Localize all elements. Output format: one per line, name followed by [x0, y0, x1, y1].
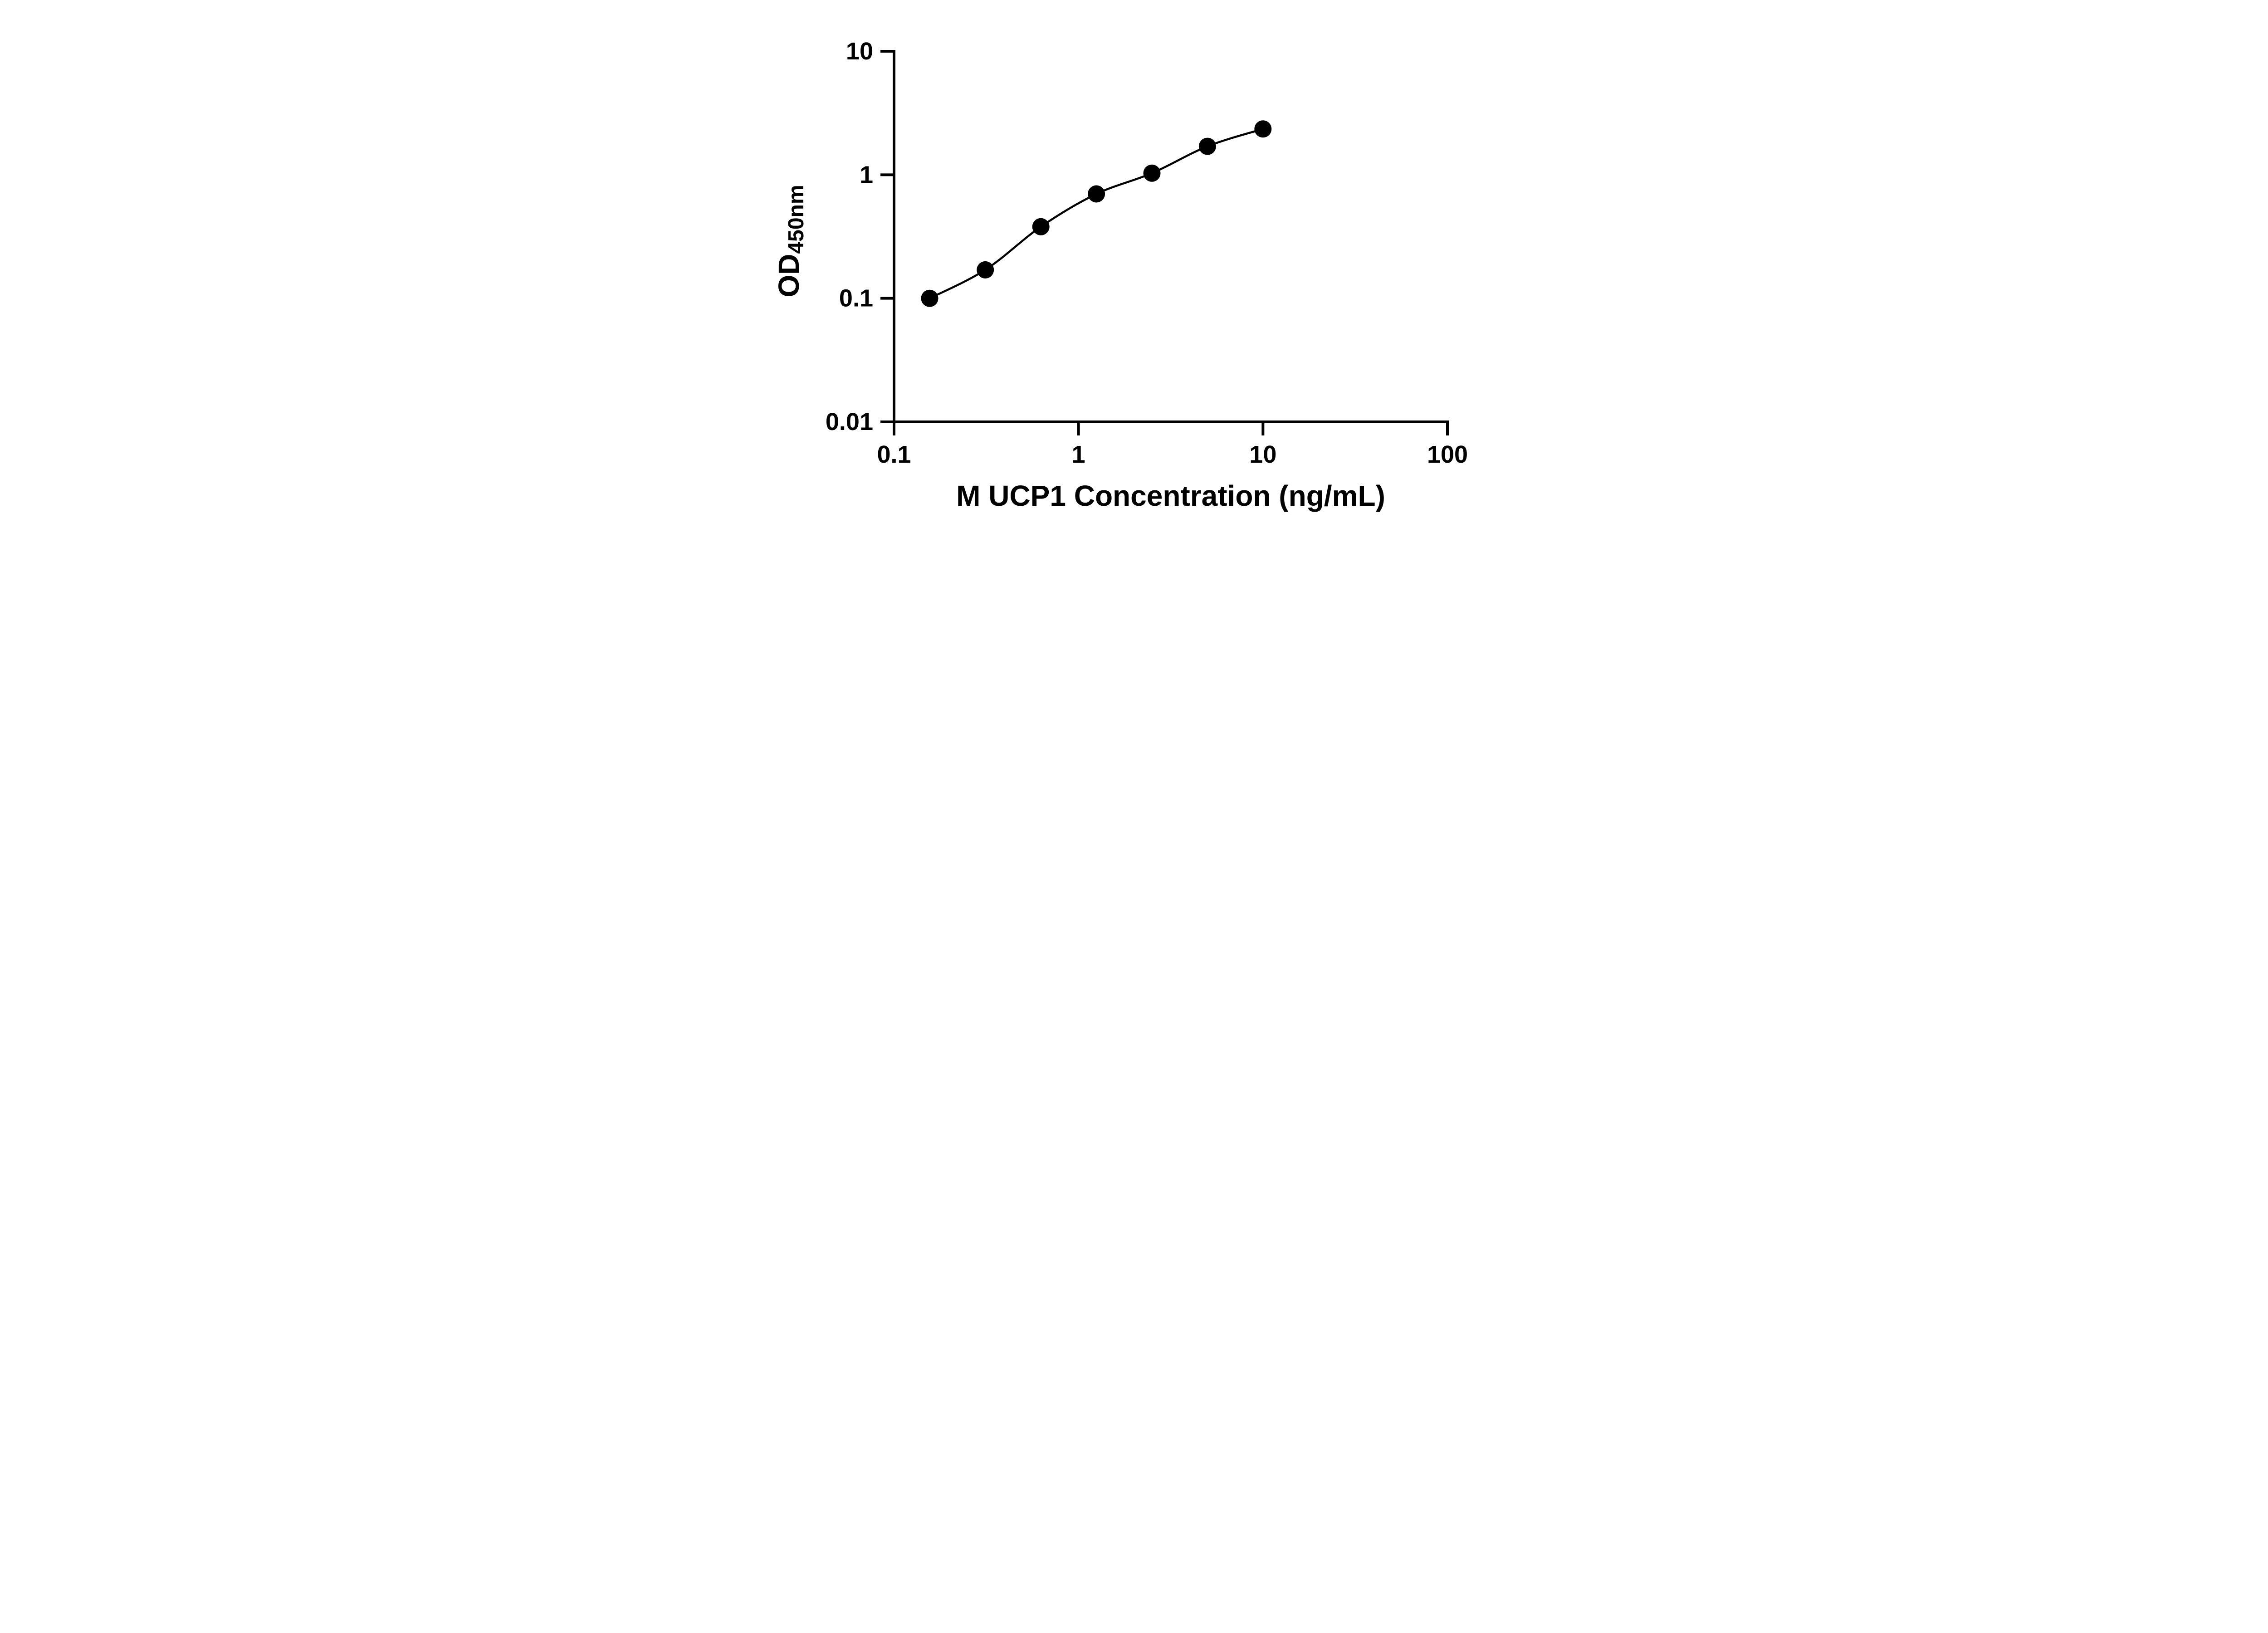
x-axis-tick-label: 100 [1427, 441, 1468, 468]
data-point [921, 289, 938, 307]
x-axis-title: M UCP1 Concentration (ng/mL) [956, 479, 1385, 512]
data-point [1032, 218, 1050, 235]
x-axis-tick-label: 10 [1249, 441, 1276, 468]
y-axis-title: OD450nm [772, 185, 808, 297]
y-axis-tick-label: 1 [860, 161, 873, 188]
x-axis-tick-label: 1 [1072, 441, 1085, 468]
data-point [1143, 164, 1161, 182]
y-axis-tick-label: 0.01 [826, 408, 873, 435]
x-axis-tick-label: 0.1 [877, 441, 911, 468]
data-point [977, 261, 994, 279]
elisa-standard-curve-figure: 10 1 0.1 0.01 0.1 1 10 100 M UCP1 Concentration … [749, 0, 1519, 544]
y-axis-tick-label: 0.1 [839, 285, 873, 312]
data-point [1254, 120, 1272, 138]
data-point [1088, 185, 1105, 203]
y-axis-tick-label: 10 [846, 38, 873, 65]
data-point [1198, 137, 1216, 155]
